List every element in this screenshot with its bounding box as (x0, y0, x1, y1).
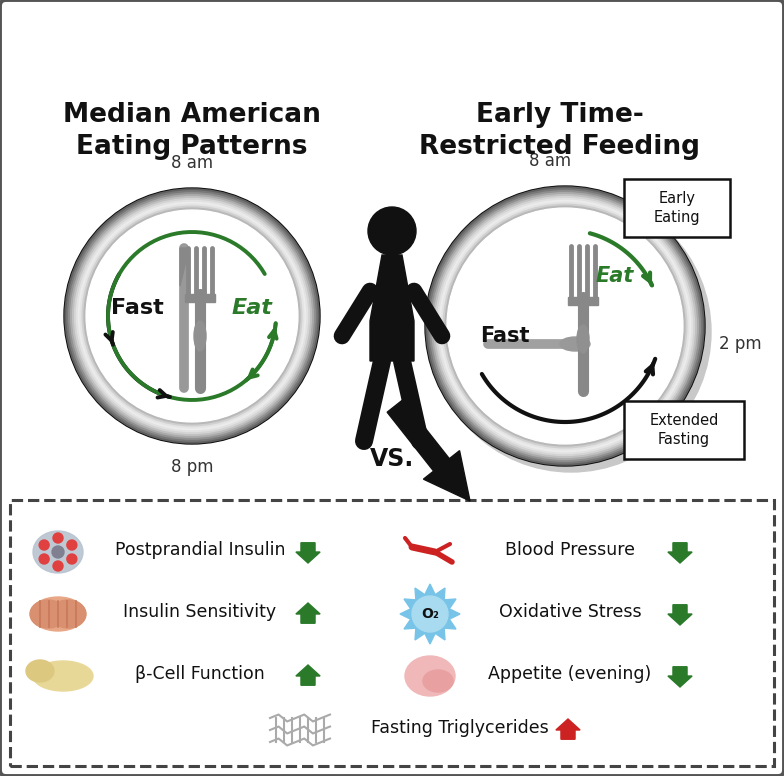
Ellipse shape (405, 656, 455, 696)
Circle shape (74, 199, 310, 434)
Circle shape (432, 192, 699, 459)
Text: O₂: O₂ (421, 607, 439, 621)
Ellipse shape (30, 600, 66, 628)
Circle shape (67, 554, 77, 564)
Circle shape (52, 546, 64, 558)
Text: Extended
Fasting: Extended Fasting (649, 413, 719, 448)
Circle shape (64, 188, 320, 444)
Ellipse shape (423, 670, 453, 692)
Text: Blood Pressure: Blood Pressure (505, 541, 635, 559)
Circle shape (434, 195, 696, 457)
Text: Eat: Eat (231, 298, 272, 318)
Circle shape (53, 561, 63, 571)
Ellipse shape (194, 321, 206, 351)
Text: Postprandial Insulin: Postprandial Insulin (114, 541, 285, 559)
Text: Fast: Fast (481, 326, 530, 346)
Polygon shape (668, 542, 692, 563)
Polygon shape (180, 248, 189, 286)
Circle shape (436, 196, 695, 456)
Text: Fasting Triglycerides: Fasting Triglycerides (371, 719, 549, 737)
Circle shape (368, 207, 416, 255)
Text: Early
Eating: Early Eating (654, 191, 700, 225)
Circle shape (69, 192, 315, 439)
Bar (568, 297, 598, 305)
Polygon shape (370, 255, 414, 361)
Polygon shape (296, 665, 320, 685)
Polygon shape (668, 605, 692, 625)
Text: 8 pm: 8 pm (171, 458, 213, 476)
Text: Insulin Sensitivity: Insulin Sensitivity (123, 603, 277, 621)
Circle shape (443, 204, 687, 448)
Text: β-Cell Function: β-Cell Function (135, 665, 265, 683)
Circle shape (84, 208, 300, 424)
Circle shape (78, 203, 306, 430)
Text: Appetite (evening): Appetite (evening) (488, 665, 652, 683)
Circle shape (71, 195, 314, 437)
Circle shape (65, 189, 319, 443)
Circle shape (428, 189, 702, 463)
Circle shape (445, 206, 685, 446)
Text: Early Time-
Restricted Feeding: Early Time- Restricted Feeding (419, 102, 700, 160)
Circle shape (39, 540, 49, 550)
Ellipse shape (31, 597, 85, 631)
Circle shape (439, 200, 691, 452)
Ellipse shape (50, 600, 86, 628)
Ellipse shape (577, 325, 589, 353)
Circle shape (82, 206, 302, 426)
Circle shape (53, 533, 63, 543)
Circle shape (412, 596, 448, 632)
Circle shape (39, 554, 49, 564)
Text: Fast: Fast (111, 298, 163, 318)
Text: Eat: Eat (596, 266, 634, 286)
Ellipse shape (26, 660, 54, 682)
Text: 2 pm: 2 pm (719, 335, 761, 353)
Circle shape (426, 187, 704, 465)
Polygon shape (556, 719, 580, 740)
Circle shape (437, 199, 692, 453)
FancyBboxPatch shape (624, 401, 744, 459)
FancyBboxPatch shape (10, 500, 774, 766)
Ellipse shape (33, 531, 83, 573)
Circle shape (86, 210, 298, 422)
Circle shape (73, 196, 311, 435)
Text: Oxidative Stress: Oxidative Stress (499, 603, 641, 621)
Circle shape (67, 191, 317, 441)
Circle shape (431, 192, 711, 472)
Circle shape (67, 540, 77, 550)
Text: 8 am: 8 am (171, 154, 213, 172)
Polygon shape (387, 400, 470, 501)
Circle shape (77, 200, 307, 431)
Circle shape (441, 203, 688, 450)
Polygon shape (296, 542, 320, 563)
FancyBboxPatch shape (624, 179, 730, 237)
Text: VS.: VS. (370, 447, 414, 471)
Polygon shape (400, 584, 460, 644)
Circle shape (80, 204, 303, 428)
Ellipse shape (33, 661, 93, 691)
Circle shape (447, 208, 683, 444)
Text: Median American
Eating Patterns: Median American Eating Patterns (63, 102, 321, 160)
Circle shape (447, 208, 683, 444)
Polygon shape (296, 603, 320, 623)
Text: 8 am: 8 am (529, 152, 571, 170)
Circle shape (425, 186, 705, 466)
Bar (185, 294, 215, 302)
Ellipse shape (560, 337, 590, 351)
Circle shape (430, 191, 700, 461)
Circle shape (86, 210, 298, 422)
Polygon shape (668, 667, 692, 687)
